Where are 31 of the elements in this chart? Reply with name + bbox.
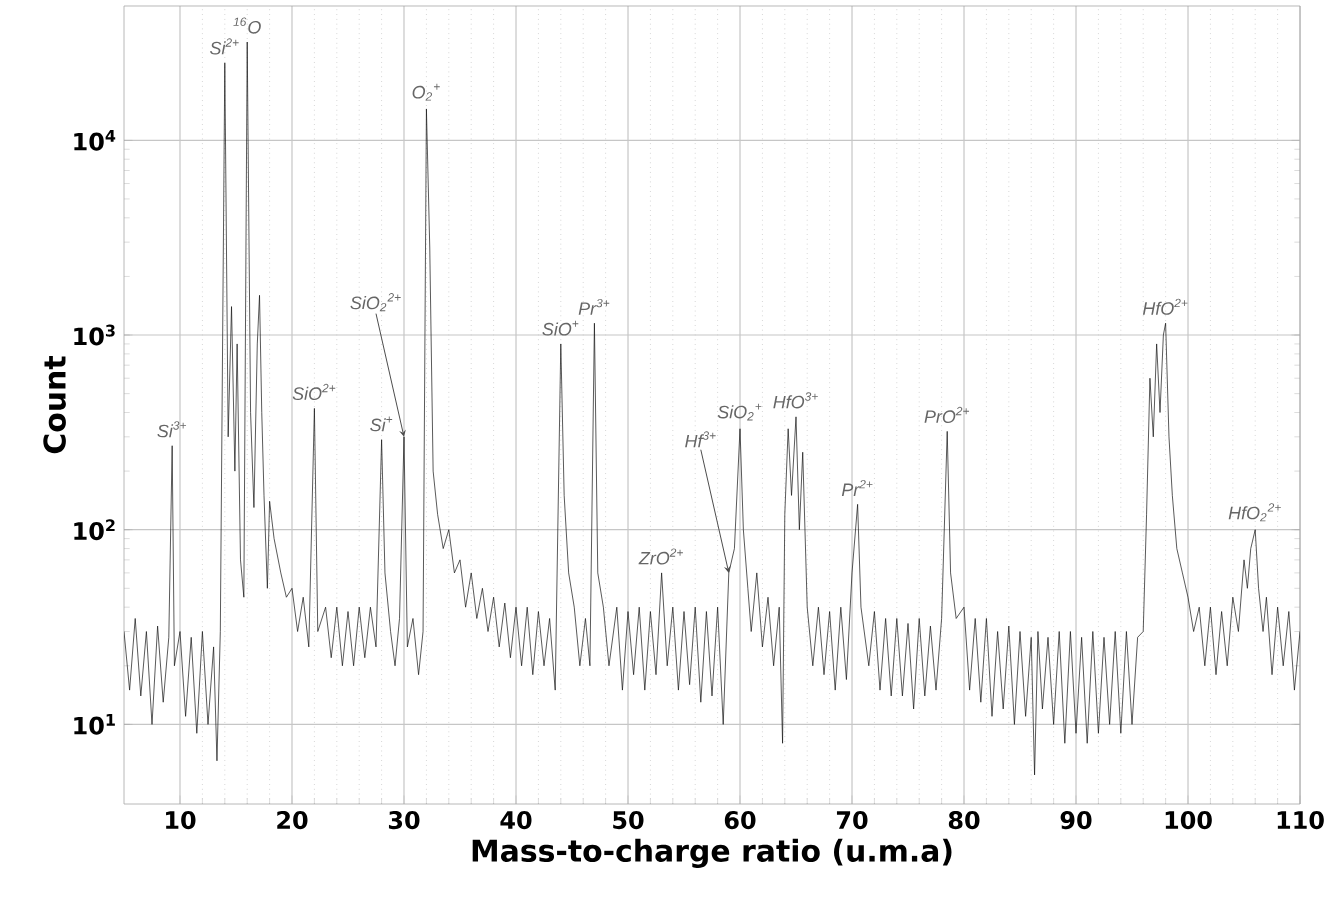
x-tick-label: 80 <box>948 811 980 830</box>
annotation: Pr$^{2+}$ <box>841 480 873 496</box>
annotation: Si$^{3+}$ <box>157 421 187 438</box>
line-series <box>124 41 1301 776</box>
x-tick-label: 30 <box>388 811 420 830</box>
x-tick-label: 60 <box>724 811 756 830</box>
annotation: ZrO$^{2+}$ <box>638 548 683 565</box>
annotation: Pr$^{3+}$ <box>578 298 610 315</box>
x-tick-label: 10 <box>166 811 196 830</box>
x-tick-label: 90 <box>1060 811 1092 830</box>
x-axis-title: Mass-to-charge ratio (u.m.a) <box>472 838 952 868</box>
annotation: SiO$^{+}$ <box>542 320 579 336</box>
annotation: SiO$^{2+}$ <box>292 383 336 401</box>
x-tick-label: 40 <box>500 811 532 830</box>
y-tick-label: 10$^{4}$ <box>74 130 116 151</box>
annotation: Si$^{2+}$ <box>210 38 239 55</box>
annotation: Hf$^{3+}$ <box>685 431 716 448</box>
x-tick-label: 70 <box>836 811 868 830</box>
y-tick-label: 10$^{2}$ <box>74 519 115 541</box>
annotation: $^{16}$O <box>233 17 261 34</box>
x-tick-label: 50 <box>613 811 644 830</box>
y-axis-title: Count <box>43 356 66 454</box>
y-tick-label: 10$^{1}$ <box>74 714 115 735</box>
x-tick-label: 110 <box>1277 811 1324 830</box>
y-tick-label: 10$^{3}$ <box>74 324 115 346</box>
annotation: PrO$^{2+}$ <box>924 406 970 424</box>
annotation: Si$^{+}$ <box>370 416 393 432</box>
x-tick-label: 20 <box>277 811 308 830</box>
x-tick-label: 100 <box>1165 811 1212 830</box>
annotation: HfO$^{3+}$ <box>773 392 818 409</box>
annotation: HfO$^{2+}$ <box>1142 298 1188 315</box>
